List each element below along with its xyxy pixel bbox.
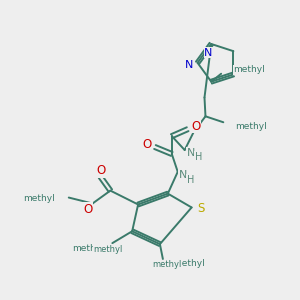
Text: methyl: methyl (235, 122, 267, 131)
Text: O: O (142, 138, 152, 151)
Text: methyl: methyl (152, 260, 182, 269)
Text: methyl: methyl (72, 244, 104, 253)
Text: H: H (187, 175, 194, 185)
Text: methyl: methyl (233, 65, 265, 74)
Text: methyl: methyl (173, 260, 205, 268)
Text: O: O (83, 203, 92, 216)
Text: S: S (197, 202, 204, 215)
Text: N: N (186, 148, 195, 158)
Text: O: O (97, 164, 106, 177)
Text: N: N (204, 48, 212, 58)
Text: methyl: methyl (23, 194, 55, 203)
Text: H: H (195, 152, 202, 162)
Text: N: N (178, 170, 187, 180)
Text: methyl: methyl (94, 244, 123, 253)
Text: O: O (191, 120, 200, 133)
Text: N: N (184, 60, 193, 70)
